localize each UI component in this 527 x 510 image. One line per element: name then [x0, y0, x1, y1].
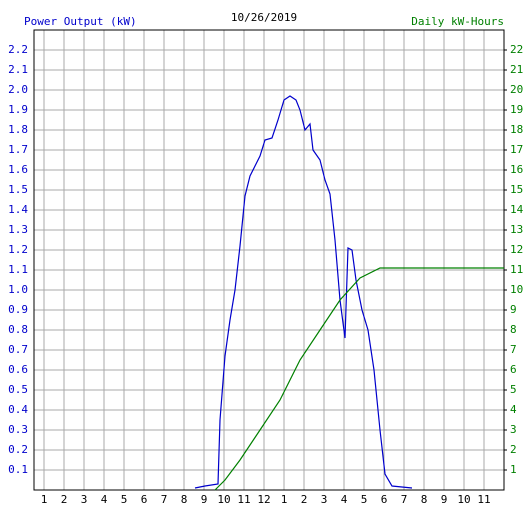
y-tick-label: 0.6	[8, 363, 28, 376]
y2-tick-label: 1	[510, 463, 517, 476]
y2-tick-label: 12	[510, 243, 523, 256]
x-tick-label: 8	[421, 493, 428, 506]
y2-tick-label: 7	[510, 343, 517, 356]
y-tick-label: 1.9	[8, 103, 28, 116]
y2-tick-label: 10	[510, 283, 523, 296]
x-tick-label: 10	[457, 493, 470, 506]
y-tick-label: 0.2	[8, 443, 28, 456]
y-tick-label: 0.1	[8, 463, 28, 476]
x-tick-label: 3	[81, 493, 88, 506]
x-tick-label: 11	[477, 493, 490, 506]
x-tick-label: 11	[237, 493, 250, 506]
y2-tick-label: 8	[510, 323, 517, 336]
y2-tick-label: 22	[510, 43, 523, 56]
y-tick-label: 1.6	[8, 163, 28, 176]
x-tick-label: 9	[441, 493, 448, 506]
x-tick-label: 8	[181, 493, 188, 506]
y-tick-label: 1.1	[8, 263, 28, 276]
x-tick-label: 4	[101, 493, 108, 506]
x-tick-label: 6	[141, 493, 148, 506]
x-tick-label: 7	[161, 493, 168, 506]
y2-tick-label: 20	[510, 83, 523, 96]
x-tick-label: 2	[61, 493, 68, 506]
x-tick-label: 1	[281, 493, 288, 506]
x-tick-label: 3	[321, 493, 328, 506]
y-tick-label: 1.5	[8, 183, 28, 196]
y-tick-label: 1.7	[8, 143, 28, 156]
x-tick-label: 10	[217, 493, 230, 506]
y-tick-label: 1.8	[8, 123, 28, 136]
y-tick-label: 0.8	[8, 323, 28, 336]
y2-tick-label: 21	[510, 63, 523, 76]
y2-tick-label: 6	[510, 363, 517, 376]
y2-tick-label: 2	[510, 443, 517, 456]
y2-tick-label: 11	[510, 263, 523, 276]
x-tick-label: 6	[381, 493, 388, 506]
y2-tick-label: 9	[510, 303, 517, 316]
series-line	[194, 95, 413, 489]
x-tick-label: 7	[401, 493, 408, 506]
y-tick-label: 2.2	[8, 43, 28, 56]
series-line	[214, 267, 504, 491]
y-tick-label: 0.5	[8, 383, 28, 396]
y2-tick-label: 16	[510, 163, 523, 176]
y2-axis-label: Daily kW-Hours	[411, 15, 504, 28]
plot-border	[33, 29, 505, 491]
y-tick-label: 2.0	[8, 83, 28, 96]
y-tick-label: 0.3	[8, 423, 28, 436]
y-tick-label: 2.1	[8, 63, 28, 76]
y2-tick-label: 5	[510, 383, 517, 396]
y-tick-label: 1.2	[8, 243, 28, 256]
x-tick-label: 5	[361, 493, 368, 506]
y2-tick-label: 3	[510, 423, 517, 436]
y-tick-label: 1.4	[8, 203, 28, 216]
y2-tick-label: 17	[510, 143, 523, 156]
x-tick-label: 1	[41, 493, 48, 506]
y-tick-label: 1.3	[8, 223, 28, 236]
x-tick-label: 9	[201, 493, 208, 506]
y-tick-label: 0.9	[8, 303, 28, 316]
chart-title: 10/26/2019	[231, 11, 297, 24]
y2-tick-label: 13	[510, 223, 523, 236]
y-tick-label: 1.0	[8, 283, 28, 296]
y-axis-label: Power Output (kW)	[24, 15, 137, 28]
x-tick-label: 5	[121, 493, 128, 506]
y2-tick-label: 4	[510, 403, 517, 416]
y2-tick-label: 18	[510, 123, 523, 136]
y2-tick-label: 14	[510, 203, 524, 216]
y2-tick-label: 15	[510, 183, 523, 196]
y-tick-label: 0.7	[8, 343, 28, 356]
x-tick-label: 4	[341, 493, 348, 506]
x-tick-label: 2	[301, 493, 308, 506]
x-tick-label: 12	[257, 493, 270, 506]
y-tick-label: 0.4	[8, 403, 28, 416]
y2-tick-label: 19	[510, 103, 523, 116]
